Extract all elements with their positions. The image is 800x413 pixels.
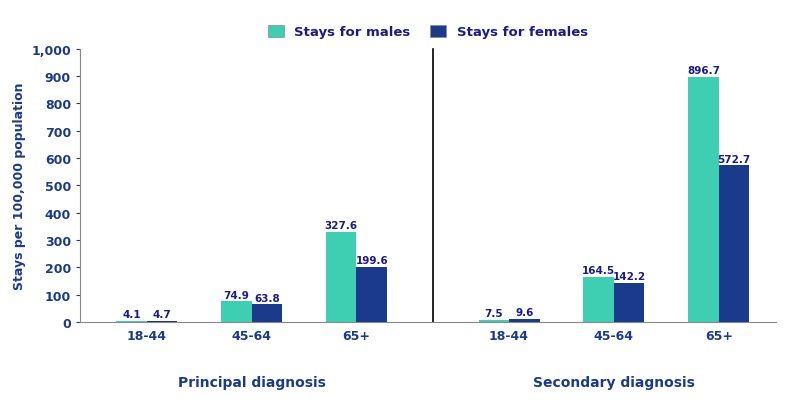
Text: 7.5: 7.5	[485, 308, 503, 318]
Text: 63.8: 63.8	[254, 293, 280, 303]
Bar	[116, 321, 146, 322]
Bar	[688, 78, 718, 322]
Bar	[326, 233, 357, 322]
Text: 327.6: 327.6	[325, 221, 358, 231]
Bar	[478, 320, 509, 322]
Text: 164.5: 164.5	[582, 266, 615, 275]
Text: 9.6: 9.6	[515, 308, 534, 318]
Text: 142.2: 142.2	[613, 271, 646, 282]
Bar	[718, 166, 750, 322]
Bar	[252, 305, 282, 322]
Text: Secondary diagnosis: Secondary diagnosis	[533, 375, 695, 389]
Bar	[221, 302, 252, 322]
Text: 199.6: 199.6	[355, 256, 388, 266]
Bar	[357, 268, 387, 322]
Legend: Stays for males, Stays for females: Stays for males, Stays for females	[262, 21, 594, 45]
Text: 74.9: 74.9	[223, 290, 250, 300]
Text: Principal diagnosis: Principal diagnosis	[178, 375, 326, 389]
Text: 896.7: 896.7	[687, 66, 720, 76]
Bar	[614, 283, 645, 322]
Y-axis label: Stays per 100,000 population: Stays per 100,000 population	[13, 82, 26, 290]
Text: 572.7: 572.7	[718, 154, 750, 164]
Bar	[509, 320, 539, 322]
Text: 4.7: 4.7	[153, 309, 171, 319]
Bar	[146, 321, 178, 322]
Bar	[583, 277, 614, 322]
Text: 4.1: 4.1	[122, 309, 141, 319]
